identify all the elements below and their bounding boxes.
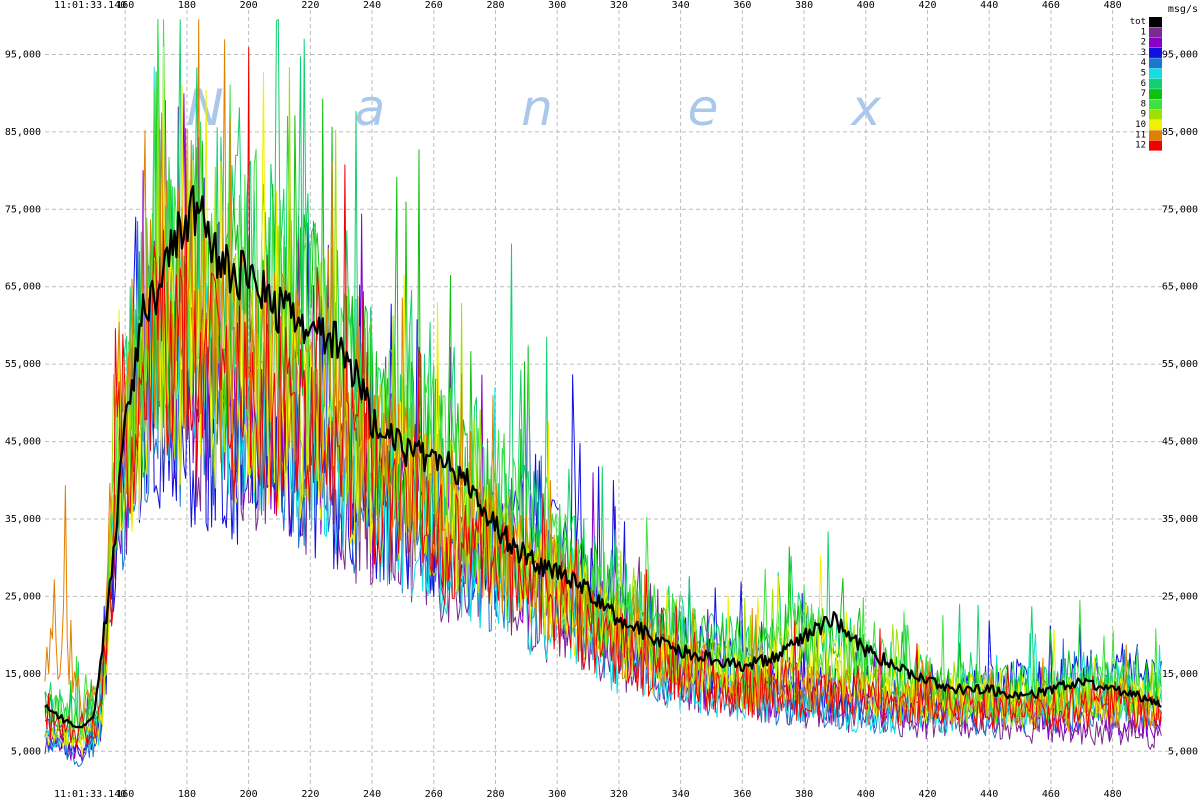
legend-label-5: 5 — [1141, 69, 1146, 79]
legend-swatch-1 — [1149, 27, 1162, 38]
x-tick-label-bottom: 400 — [857, 789, 875, 800]
x-tick-label-bottom: 220 — [301, 789, 319, 800]
series-line-11 — [44, 19, 1162, 733]
x-tick-label-top: 240 — [363, 0, 381, 11]
legend-swatch-6 — [1149, 78, 1162, 89]
legend-swatch-2 — [1149, 37, 1162, 48]
legend-swatch-9 — [1149, 109, 1162, 120]
x-tick-label-bottom: 480 — [1104, 789, 1122, 800]
legend-label-7: 7 — [1141, 89, 1146, 99]
legend-swatch-tot — [1149, 17, 1162, 27]
y-tick-label-right: 75,000 — [1162, 204, 1198, 215]
axis-labels: 160 160 180 180 200 200 220 220 240 240 260 260 280 2… — [5, 0, 1198, 800]
x-tick-label-top: 340 — [672, 0, 690, 11]
legend-swatch-8 — [1149, 99, 1162, 110]
legend-label-10: 10 — [1135, 120, 1146, 130]
y-tick-label-left: 35,000 — [5, 514, 41, 525]
y-tick-label-right: 25,000 — [1162, 591, 1198, 602]
x-tick-label-top: 460 — [1042, 0, 1060, 11]
x-tick-label-top: 280 — [486, 0, 504, 11]
legend-swatch-3 — [1149, 47, 1162, 58]
x-tick-label-bottom: 380 — [795, 789, 813, 800]
x-tick-label-bottom: 300 — [548, 789, 566, 800]
x-tick-label-bottom: 360 — [733, 789, 751, 800]
legend-label-9: 9 — [1141, 110, 1146, 120]
x-tick-label-top: 320 — [610, 0, 628, 11]
timestamp-top: 11:01:33.140 — [54, 0, 126, 11]
x-tick-label-bottom: 200 — [240, 789, 258, 800]
y-tick-label-left: 5,000 — [11, 746, 41, 757]
y-tick-label-right: 35,000 — [1162, 514, 1198, 525]
legend-swatch-7 — [1149, 89, 1162, 100]
y-tick-label-left: 45,000 — [5, 437, 41, 448]
legend-label-11: 11 — [1135, 130, 1146, 140]
legend-swatch-12 — [1149, 140, 1162, 151]
y-tick-label-left: 95,000 — [5, 49, 41, 60]
y-tick-label-right: 55,000 — [1162, 359, 1198, 370]
x-tick-label-bottom: 260 — [425, 789, 443, 800]
x-tick-label-top: 180 — [178, 0, 196, 11]
x-tick-label-bottom: 180 — [178, 789, 196, 800]
x-tick-label-bottom: 340 — [672, 789, 690, 800]
timestamp-bottom: 11:01:33.140 — [54, 789, 126, 800]
y-tick-label-right: 65,000 — [1162, 282, 1198, 293]
y-tick-label-left: 25,000 — [5, 591, 41, 602]
watermark-letter: n — [521, 79, 553, 137]
x-tick-label-bottom: 440 — [980, 789, 998, 800]
series-line-tot — [44, 185, 1162, 729]
y-tick-label-left: 85,000 — [5, 127, 41, 138]
legend-label-1: 1 — [1141, 27, 1146, 37]
y-tick-label-right: 95,000 — [1162, 49, 1198, 60]
unit-label: msg/s — [1168, 4, 1198, 15]
y-tick-label-right: 85,000 — [1162, 127, 1198, 138]
watermark-letter: x — [849, 79, 881, 137]
legend-label-6: 6 — [1141, 79, 1146, 89]
legend-swatch-11 — [1149, 130, 1162, 141]
legend-label-12: 12 — [1135, 141, 1146, 151]
x-tick-label-top: 380 — [795, 0, 813, 11]
x-tick-label-bottom: 460 — [1042, 789, 1060, 800]
x-tick-label-top: 260 — [425, 0, 443, 11]
x-tick-label-bottom: 280 — [486, 789, 504, 800]
y-tick-label-left: 15,000 — [5, 669, 41, 680]
legend-label-8: 8 — [1141, 99, 1146, 109]
watermark-letter: a — [355, 79, 386, 137]
y-tick-label-left: 55,000 — [5, 359, 41, 370]
x-tick-label-bottom: 240 — [363, 789, 381, 800]
y-tick-label-left: 75,000 — [5, 204, 41, 215]
legend-label-tot: tot — [1130, 17, 1146, 27]
legend-label-4: 4 — [1141, 58, 1146, 68]
y-tick-label-left: 65,000 — [5, 282, 41, 293]
x-tick-label-bottom: 420 — [918, 789, 936, 800]
x-tick-label-top: 440 — [980, 0, 998, 11]
legend-swatch-4 — [1149, 58, 1162, 69]
watermark-letter: N — [186, 79, 223, 137]
x-tick-label-top: 400 — [857, 0, 875, 11]
y-tick-label-right: 5,000 — [1168, 746, 1198, 757]
legend-label-3: 3 — [1141, 48, 1146, 58]
x-tick-label-bottom: 160 — [116, 789, 134, 800]
watermark-letter: e — [688, 79, 719, 137]
series-line-12 — [44, 47, 1162, 748]
x-tick-label-top: 420 — [918, 0, 936, 11]
legend-label-2: 2 — [1141, 38, 1146, 48]
y-tick-label-right: 15,000 — [1162, 669, 1198, 680]
x-tick-label-bottom: 320 — [610, 789, 628, 800]
x-tick-label-top: 160 — [116, 0, 134, 11]
y-tick-label-right: 45,000 — [1162, 437, 1198, 448]
legend-swatch-10 — [1149, 120, 1162, 130]
x-tick-label-top: 480 — [1104, 0, 1122, 11]
x-tick-label-top: 220 — [301, 0, 319, 11]
series-lines — [44, 19, 1162, 767]
x-tick-label-top: 200 — [240, 0, 258, 11]
legend-swatch-5 — [1149, 68, 1162, 79]
x-tick-label-top: 300 — [548, 0, 566, 11]
x-tick-label-top: 360 — [733, 0, 751, 11]
